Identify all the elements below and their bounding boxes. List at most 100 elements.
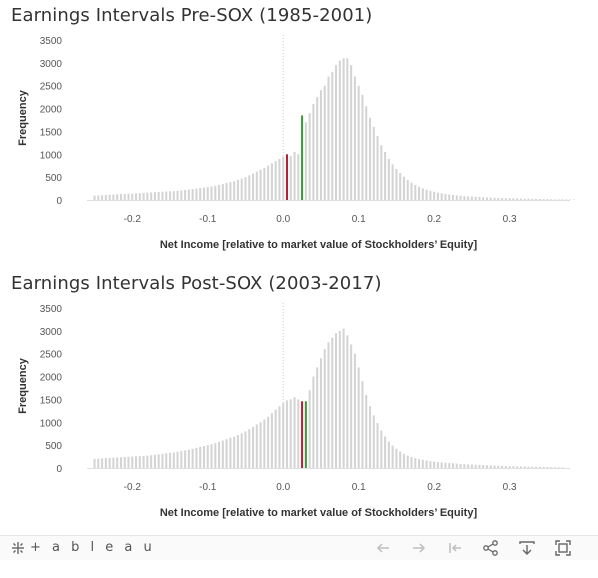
histogram-bar[interactable]: [478, 464, 481, 468]
histogram-bar[interactable]: [308, 390, 311, 468]
download-icon[interactable]: [518, 539, 536, 557]
histogram-bar[interactable]: [218, 184, 221, 200]
histogram-bar[interactable]: [278, 158, 281, 200]
histogram-bar[interactable]: [523, 198, 526, 200]
histogram-bar[interactable]: [195, 188, 198, 200]
histogram-bar[interactable]: [395, 448, 398, 468]
histogram-bar[interactable]: [285, 400, 289, 468]
histogram-bar[interactable]: [187, 449, 190, 468]
histogram-bar[interactable]: [501, 465, 504, 468]
histogram-bar[interactable]: [244, 431, 247, 468]
redo-icon[interactable]: [410, 539, 428, 557]
histogram-bar[interactable]: [406, 455, 409, 468]
histogram-bar[interactable]: [425, 460, 428, 468]
histogram-bar[interactable]: [112, 457, 115, 468]
histogram-bar[interactable]: [410, 182, 413, 200]
histogram-bar[interactable]: [176, 451, 179, 468]
histogram-bar[interactable]: [93, 195, 96, 200]
histogram-bar[interactable]: [327, 76, 330, 200]
histogram-bar[interactable]: [187, 189, 190, 200]
histogram-bar[interactable]: [429, 461, 432, 468]
histogram-bar[interactable]: [101, 458, 104, 468]
histogram-bar[interactable]: [368, 117, 372, 200]
histogram-bar[interactable]: [380, 145, 383, 200]
histogram-bar[interactable]: [112, 194, 115, 200]
histogram-bar[interactable]: [127, 456, 130, 468]
histogram-bar[interactable]: [531, 466, 534, 468]
histogram-bar[interactable]: [346, 58, 349, 201]
histogram-bar[interactable]: [402, 176, 406, 200]
histogram-bar[interactable]: [312, 376, 315, 468]
histogram-bar[interactable]: [353, 76, 356, 200]
histogram-bar[interactable]: [501, 198, 504, 200]
histogram-bar[interactable]: [391, 445, 394, 468]
histogram-bar[interactable]: [248, 175, 251, 200]
histogram-bar[interactable]: [108, 457, 111, 468]
histogram-bar[interactable]: [308, 113, 311, 200]
histogram-bar[interactable]: [561, 199, 564, 200]
histogram-bar[interactable]: [270, 413, 273, 468]
histogram-bar[interactable]: [229, 437, 232, 468]
histogram-bar[interactable]: [104, 194, 107, 200]
histogram-bar[interactable]: [304, 122, 307, 200]
histogram-bar[interactable]: [229, 182, 232, 200]
histogram-bar[interactable]: [289, 399, 292, 468]
histogram-bar[interactable]: [414, 458, 417, 468]
histogram-bar[interactable]: [282, 403, 285, 468]
histogram-bar[interactable]: [497, 465, 500, 468]
histogram-bar[interactable]: [123, 194, 126, 200]
histogram-bar[interactable]: [218, 441, 221, 468]
histogram-bar[interactable]: [357, 85, 360, 200]
histogram-bar[interactable]: [225, 183, 228, 200]
histogram-bar[interactable]: [561, 467, 564, 468]
histogram-bar[interactable]: [474, 464, 477, 468]
histogram-bar[interactable]: [342, 328, 345, 468]
histogram-bar[interactable]: [406, 179, 409, 200]
histogram-bar[interactable]: [165, 453, 168, 468]
histogram-bar[interactable]: [323, 85, 326, 200]
histogram-bar[interactable]: [414, 184, 417, 200]
histogram-bar[interactable]: [316, 97, 319, 200]
histogram-bar[interactable]: [433, 191, 436, 200]
histogram-bar[interactable]: [463, 196, 466, 200]
histogram-bar[interactable]: [557, 199, 560, 200]
histogram-post-sox[interactable]: 3500 3000 2500 2000 1500 1000 500 0 -0.2 -0.1 0.0 0…: [0, 268, 598, 536]
histogram-bar[interactable]: [542, 199, 545, 200]
histogram-bar[interactable]: [519, 466, 522, 468]
histogram-bar[interactable]: [527, 466, 530, 468]
histogram-bar[interactable]: [236, 435, 239, 468]
histogram-bar[interactable]: [489, 465, 492, 468]
histogram-bar[interactable]: [350, 65, 353, 201]
histogram-bar[interactable]: [251, 426, 255, 468]
histogram-bar[interactable]: [119, 457, 122, 468]
histogram-bar[interactable]: [550, 467, 553, 468]
histogram-bar[interactable]: [455, 195, 458, 200]
histogram-bar[interactable]: [410, 457, 413, 468]
histogram-bar[interactable]: [402, 453, 406, 468]
histogram-bar[interactable]: [418, 459, 421, 468]
histogram-bar[interactable]: [568, 199, 572, 200]
histogram-bar[interactable]: [482, 197, 485, 200]
histogram-bar[interactable]: [448, 463, 451, 468]
histogram-bar[interactable]: [146, 192, 149, 200]
histogram-bar[interactable]: [448, 194, 451, 200]
histogram-bar[interactable]: [293, 397, 296, 468]
histogram-bar[interactable]: [444, 462, 447, 468]
histogram-bar[interactable]: [459, 463, 462, 468]
histogram-bar[interactable]: [489, 197, 492, 200]
histogram-bar[interactable]: [346, 335, 349, 468]
histogram-bar[interactable]: [553, 199, 556, 200]
histogram-bar[interactable]: [384, 436, 387, 468]
histogram-bar[interactable]: [289, 156, 292, 200]
histogram-bar[interactable]: [97, 458, 100, 468]
histogram-bar[interactable]: [538, 466, 541, 468]
histogram-bar[interactable]: [221, 440, 224, 468]
histogram-bar[interactable]: [323, 349, 326, 468]
histogram-bar[interactable]: [267, 165, 270, 200]
histogram-bar[interactable]: [157, 192, 160, 200]
histogram-bar[interactable]: [127, 193, 130, 200]
histogram-bar[interactable]: [365, 106, 368, 200]
histogram-bar[interactable]: [372, 415, 375, 468]
histogram-bar[interactable]: [535, 198, 538, 200]
histogram-bar[interactable]: [523, 466, 526, 468]
